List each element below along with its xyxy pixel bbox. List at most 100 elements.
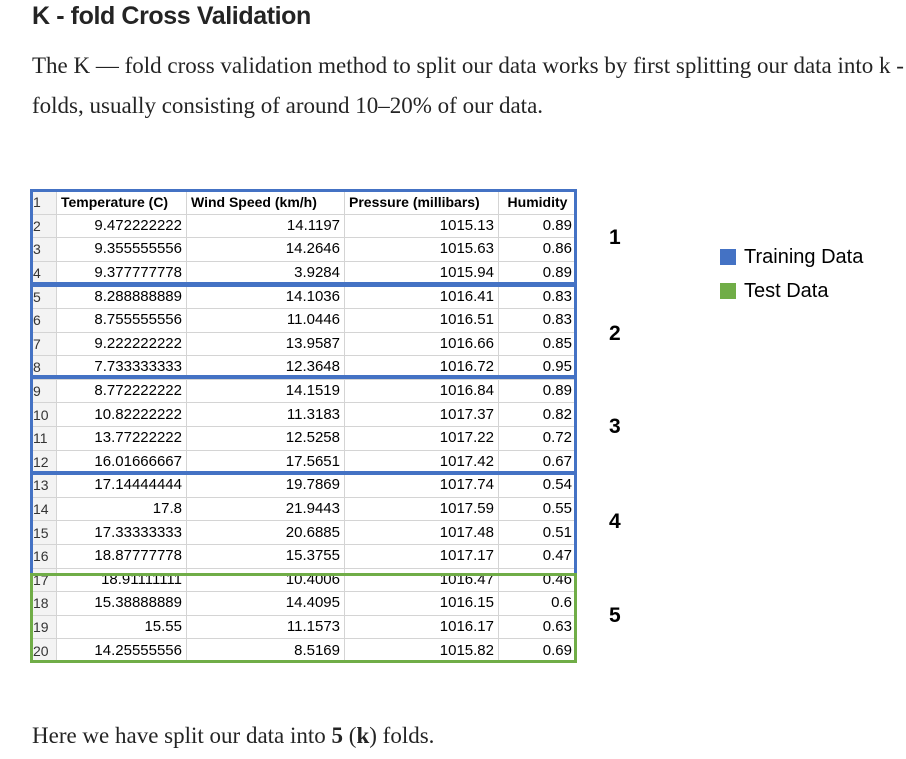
- table-row: 3 9.355555556 14.2646 1015.63 0.86: [30, 237, 577, 262]
- table-cell: 20.6885: [186, 520, 345, 545]
- table-row: 19 15.55 11.1573 1016.17 0.63: [30, 614, 577, 640]
- table-cell: 9.377777778: [56, 260, 187, 286]
- table-cell: 15.38888889: [56, 591, 187, 616]
- legend-label-training: Training Data: [744, 245, 864, 268]
- table-cell: 0.89: [498, 213, 577, 239]
- table-cell: 1017.17: [344, 543, 499, 569]
- table-cell: 0.89: [498, 260, 577, 286]
- row-number: 4: [30, 260, 57, 286]
- table-cell: 21.9443: [186, 496, 345, 522]
- fold-label-4: 4: [609, 510, 621, 533]
- table-cell: 18.87777778: [56, 543, 187, 569]
- table-cell: 14.2646: [186, 237, 345, 262]
- table-cell: 1015.94: [344, 260, 499, 286]
- row-number: 7: [30, 331, 57, 357]
- fold-label-5: 5: [609, 604, 621, 627]
- table-row: 16 18.87777778 15.3755 1017.17 0.47: [30, 543, 577, 569]
- table-cell: 14.1519: [186, 378, 345, 404]
- table-cell: 1016.84: [344, 378, 499, 404]
- table-cell: 1016.47: [344, 567, 499, 593]
- table-row: 8 7.733333333 12.3648 1016.72 0.95: [30, 355, 577, 380]
- table-row: 5 8.288888889 14.1036 1016.41 0.83: [30, 284, 577, 309]
- table-cell: 0.55: [498, 496, 577, 522]
- column-header-temperature: Temperature (C): [56, 190, 187, 215]
- table-cell: 0.86: [498, 237, 577, 262]
- table-cell: 17.33333333: [56, 520, 187, 545]
- legend-item-training: Training Data: [720, 240, 863, 274]
- column-header-pressure: Pressure (millibars): [344, 190, 499, 215]
- row-number: 14: [30, 496, 57, 522]
- table-cell: 12.3648: [186, 355, 345, 380]
- table-cell: 13.9587: [186, 331, 345, 357]
- table-cell: 10.82222222: [56, 402, 187, 427]
- table-cell: 0.89: [498, 378, 577, 404]
- row-number: 15: [30, 520, 57, 545]
- table-cell: 19.7869: [186, 473, 345, 498]
- legend-item-test: Test Data: [720, 274, 863, 308]
- table-cell: 17.8: [56, 496, 187, 522]
- table-cell: 1016.66: [344, 331, 499, 357]
- table-cell: 14.25555556: [56, 638, 187, 663]
- table-cell: 15.3755: [186, 543, 345, 569]
- row-number: 12: [30, 449, 57, 475]
- outro-mid: (: [343, 723, 357, 748]
- table-cell: 1017.74: [344, 473, 499, 498]
- row-number: 20: [30, 638, 57, 663]
- row-number: 11: [30, 425, 57, 451]
- row-number: 10: [30, 402, 57, 427]
- row-number: 8: [30, 355, 57, 380]
- outro-count: 5: [331, 723, 344, 748]
- table-cell: 0.63: [498, 614, 577, 640]
- table-cell: 1016.41: [344, 284, 499, 309]
- table-cell: 15.55: [56, 614, 187, 640]
- table-row: 14 17.8 21.9443 1017.59 0.55: [30, 496, 577, 522]
- row-number: 18: [30, 591, 57, 616]
- row-number: 3: [30, 237, 57, 262]
- table-cell: 8.755555556: [56, 307, 187, 333]
- table-cell: 0.6: [498, 591, 577, 616]
- table-cell: 9.355555556: [56, 237, 187, 262]
- fold-label-1: 1: [609, 226, 621, 249]
- table-cell: 10.4006: [186, 567, 345, 593]
- legend-label-test: Test Data: [744, 279, 829, 302]
- outro-prefix: Here we have split our data into: [32, 723, 332, 748]
- table-cell: 0.85: [498, 331, 577, 357]
- table-cell: 3.9284: [186, 260, 345, 286]
- table-cell: 14.1197: [186, 213, 345, 239]
- table-row: 2 9.472222222 14.1197 1015.13 0.89: [30, 213, 577, 239]
- table-cell: 0.83: [498, 307, 577, 333]
- table-cell: 14.1036: [186, 284, 345, 309]
- table-cell: 12.5258: [186, 425, 345, 451]
- table-cell: 0.95: [498, 355, 577, 380]
- row-number: 17: [30, 567, 57, 593]
- table-row: 12 16.01666667 17.5651 1017.42 0.67: [30, 449, 577, 475]
- legend: Training Data Test Data: [720, 240, 863, 308]
- table-cell: 1017.42: [344, 449, 499, 475]
- table-cell: 18.91111111: [56, 567, 187, 593]
- table-cell: 1015.13: [344, 213, 499, 239]
- table-cell: 0.67: [498, 449, 577, 475]
- table-cell: 1016.15: [344, 591, 499, 616]
- section-heading: K - fold Cross Validation: [32, 2, 311, 30]
- table-row: 4 9.377777778 3.9284 1015.94 0.89: [30, 260, 577, 286]
- table-cell: 1017.59: [344, 496, 499, 522]
- table-cell: 17.14444444: [56, 473, 187, 498]
- row-number: 1: [30, 190, 57, 215]
- outro-suffix: ) folds.: [369, 723, 435, 748]
- row-number: 6: [30, 307, 57, 333]
- row-number: 16: [30, 543, 57, 569]
- table-cell: 8.5169: [186, 638, 345, 663]
- table-body: 1 Temperature (C) Wind Speed (km/h) Pres…: [30, 190, 577, 663]
- table-row: 10 10.82222222 11.3183 1017.37 0.82: [30, 402, 577, 427]
- column-header-wind-speed: Wind Speed (km/h): [186, 190, 345, 215]
- table-row: 20 14.25555556 8.5169 1015.82 0.69: [30, 638, 577, 663]
- table-cell: 1015.63: [344, 237, 499, 262]
- fold-label-3: 3: [609, 415, 621, 438]
- table-cell: 0.83: [498, 284, 577, 309]
- table-cell: 1016.72: [344, 355, 499, 380]
- test-swatch: [720, 283, 736, 299]
- table-cell: 11.0446: [186, 307, 345, 333]
- training-swatch: [720, 249, 736, 265]
- table-cell: 1015.82: [344, 638, 499, 663]
- column-header-humidity: Humidity: [498, 190, 577, 215]
